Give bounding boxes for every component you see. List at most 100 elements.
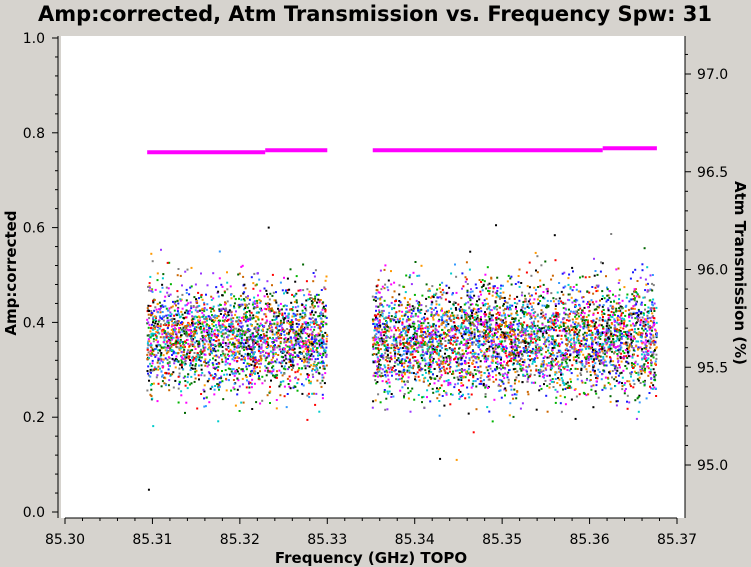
scatter-point bbox=[253, 370, 255, 373]
scatter-point bbox=[304, 326, 307, 329]
scatter-point bbox=[480, 286, 483, 289]
scatter-point bbox=[374, 375, 377, 378]
scatter-point bbox=[404, 383, 407, 386]
scatter-point bbox=[639, 276, 642, 279]
scatter-point bbox=[623, 322, 625, 325]
scatter-point bbox=[322, 361, 325, 364]
scatter-point bbox=[169, 311, 172, 314]
scatter-point bbox=[652, 284, 655, 287]
scatter-point bbox=[238, 372, 241, 375]
scatter-point bbox=[529, 317, 532, 320]
scatter-point bbox=[595, 341, 598, 344]
scatter-point bbox=[194, 348, 197, 350]
scatter-point bbox=[309, 321, 312, 324]
scatter-point bbox=[150, 395, 153, 397]
scatter-point bbox=[381, 374, 384, 377]
scatter-point bbox=[149, 362, 152, 365]
scatter-point bbox=[274, 360, 277, 363]
scatter-point bbox=[254, 356, 257, 359]
scatter-point bbox=[272, 348, 275, 351]
scatter-point bbox=[308, 317, 311, 320]
scatter-point bbox=[257, 337, 260, 340]
scatter-point bbox=[553, 346, 556, 349]
scatter-point bbox=[250, 311, 253, 314]
scatter-point bbox=[528, 335, 531, 338]
scatter-point bbox=[495, 366, 498, 368]
scatter-point bbox=[426, 330, 429, 333]
scatter-point bbox=[525, 333, 528, 336]
scatter-point bbox=[309, 333, 312, 336]
scatter-point bbox=[285, 341, 288, 344]
scatter-point bbox=[236, 334, 239, 337]
scatter-point bbox=[214, 373, 217, 375]
scatter-point bbox=[601, 313, 604, 316]
scatter-point bbox=[287, 312, 290, 315]
scatter-point bbox=[258, 298, 261, 301]
scatter-point bbox=[161, 317, 164, 320]
scatter-point bbox=[244, 374, 247, 377]
scatter-point bbox=[461, 336, 464, 339]
scatter-point bbox=[538, 375, 541, 378]
scatter-point bbox=[601, 388, 604, 391]
scatter-point bbox=[289, 268, 292, 271]
scatter-point bbox=[164, 322, 167, 325]
scatter-point bbox=[540, 353, 543, 356]
scatter-point bbox=[494, 305, 497, 308]
scatter-point bbox=[500, 347, 503, 350]
scatter-point bbox=[193, 380, 196, 383]
scatter-point bbox=[517, 356, 520, 358]
scatter-point bbox=[570, 343, 573, 345]
scatter-point bbox=[221, 346, 224, 348]
scatter-point bbox=[609, 326, 612, 329]
scatter-point bbox=[195, 326, 198, 329]
scatter-point bbox=[388, 390, 391, 393]
scatter-point bbox=[212, 357, 214, 360]
scatter-point bbox=[286, 320, 289, 323]
scatter-point bbox=[186, 338, 189, 341]
scatter-point bbox=[308, 365, 311, 368]
scatter-point bbox=[211, 343, 214, 346]
scatter-point bbox=[271, 294, 274, 297]
scatter-point bbox=[309, 349, 312, 352]
scatter-point bbox=[509, 314, 512, 317]
scatter-point bbox=[164, 295, 167, 298]
scatter-point bbox=[188, 322, 191, 325]
scatter-point bbox=[212, 297, 215, 300]
scatter-point bbox=[281, 308, 283, 311]
scatter-point bbox=[436, 340, 439, 343]
scatter-point bbox=[151, 362, 154, 365]
scatter-point bbox=[207, 337, 210, 340]
scatter-point bbox=[225, 389, 228, 392]
scatter-point bbox=[250, 386, 253, 389]
scatter-point bbox=[496, 330, 499, 333]
scatter-point bbox=[287, 316, 290, 319]
scatter-point bbox=[542, 357, 545, 360]
scatter-point bbox=[616, 316, 619, 319]
scatter-point bbox=[624, 332, 627, 335]
scatter-point bbox=[189, 309, 191, 312]
scatter-point bbox=[224, 342, 227, 345]
scatter-point bbox=[254, 284, 257, 287]
scatter-point bbox=[192, 333, 195, 336]
scatter-point bbox=[516, 295, 519, 298]
scatter-point bbox=[576, 368, 579, 370]
scatter-point bbox=[274, 353, 277, 356]
scatter-point bbox=[323, 342, 326, 345]
scatter-point bbox=[480, 382, 483, 385]
scatter-point bbox=[203, 374, 206, 377]
scatter-point bbox=[185, 327, 188, 329]
scatter-point bbox=[315, 349, 318, 351]
scatter-point bbox=[176, 290, 179, 293]
scatter-point bbox=[475, 287, 478, 289]
scatter-point bbox=[245, 376, 248, 378]
scatter-point bbox=[634, 345, 637, 348]
scatter-point bbox=[324, 331, 327, 334]
scatter-point bbox=[371, 353, 374, 356]
scatter-point bbox=[153, 368, 156, 371]
scatter-point bbox=[176, 314, 178, 317]
scatter-point bbox=[288, 323, 291, 325]
scatter-point bbox=[236, 330, 239, 333]
scatter-point bbox=[158, 301, 161, 304]
scatter-point bbox=[619, 372, 622, 375]
scatter-point bbox=[155, 308, 158, 311]
